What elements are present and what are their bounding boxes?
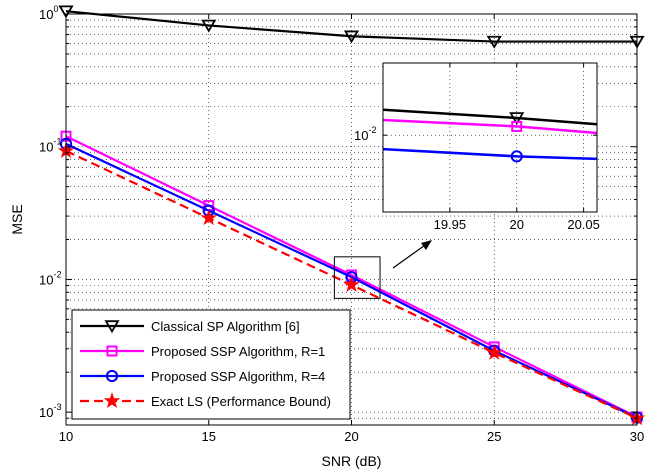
- inset-background: [383, 63, 597, 212]
- series-classical-sp-algorithm-6: [58, 5, 645, 49]
- inset-series-proposed-ssp-algorithm-r-4: [382, 147, 598, 163]
- data-point: [200, 209, 218, 226]
- zoom-arrow-head: [421, 240, 432, 250]
- legend-item-proposed-ssp-algorithm-r-4: Proposed SSP Algorithm, R=4: [80, 369, 325, 384]
- zoom-region-box: [333, 256, 381, 299]
- y-tick-exponent: -3: [53, 402, 61, 412]
- legend: Classical SP Algorithm [6] Proposed SSP A…: [71, 309, 351, 420]
- data-point: [343, 276, 360, 292]
- y-tick-exponent: -2: [53, 269, 61, 279]
- legend-marker: [105, 369, 119, 383]
- zoom-arrow: [392, 242, 429, 269]
- data-point: [485, 344, 503, 360]
- inset-x-tick-label: 20: [510, 217, 524, 232]
- legend-marker: [103, 392, 121, 409]
- inset-y-tick-exponent: -2: [368, 125, 376, 135]
- x-tick-label: 30: [630, 429, 644, 444]
- data-point: [58, 5, 74, 19]
- inset-data-point: [509, 112, 525, 126]
- legend-marker: [104, 320, 120, 334]
- legend-marker: [106, 345, 118, 357]
- x-tick-label: 20: [344, 429, 358, 444]
- y-axis-label: MSE: [9, 204, 25, 234]
- main-series-group: [57, 5, 646, 426]
- legend-label: Classical SP Algorithm [6]: [151, 319, 300, 334]
- inset-series-line: [382, 118, 598, 135]
- inset-data-point: [510, 150, 523, 163]
- inset-series-line: [382, 108, 598, 126]
- legend-item-proposed-ssp-algorithm-r-1: Proposed SSP Algorithm, R=1: [80, 344, 325, 359]
- legend-label: Proposed SSP Algorithm, R=4: [151, 369, 325, 384]
- y-tick-exponent: -1: [53, 137, 61, 147]
- inset-series-proposed-ssp-algorithm-r-1: [382, 118, 598, 135]
- legend-label: Proposed SSP Algorithm, R=1: [151, 344, 325, 359]
- x-tick-label: 10: [59, 429, 73, 444]
- inset-series-line: [382, 147, 598, 161]
- data-point: [343, 30, 360, 44]
- inset-series-classical-sp-algorithm-6: [382, 108, 598, 126]
- inset-data-point: [511, 120, 523, 132]
- x-axis-label: SNR (dB): [322, 453, 382, 469]
- legend-box: [71, 309, 351, 420]
- data-point: [486, 35, 502, 49]
- data-point: [201, 19, 217, 33]
- y-tick-exponent: 0: [53, 4, 58, 14]
- series-line: [65, 135, 638, 418]
- series-line: [65, 10, 637, 43]
- inset-frame: [382, 62, 598, 213]
- inset-x-tick-label: 20.05: [567, 217, 600, 232]
- legend-label: Exact LS (Performance Bound): [151, 394, 331, 409]
- legend-item-classical-sp-algorithm-6: Classical SP Algorithm [6]: [80, 319, 300, 334]
- x-tick-label: 25: [487, 429, 501, 444]
- legend-item-exact-ls-performance-bound: Exact LS (Performance Bound): [80, 392, 331, 409]
- inset-x-tick-label: 19.95: [434, 217, 467, 232]
- x-tick-label: 15: [202, 429, 216, 444]
